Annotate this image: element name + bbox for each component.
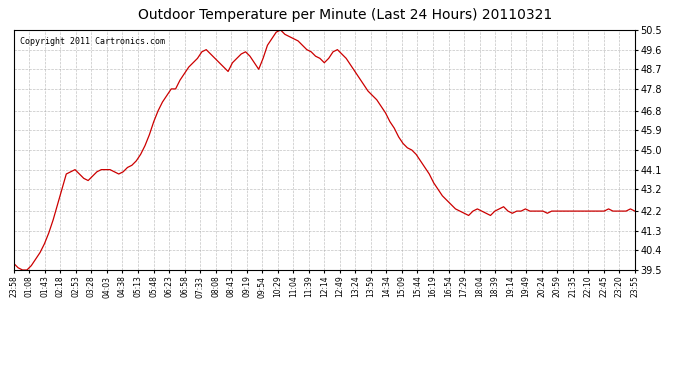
Text: Outdoor Temperature per Minute (Last 24 Hours) 20110321: Outdoor Temperature per Minute (Last 24 … — [138, 8, 552, 21]
Text: Copyright 2011 Cartronics.com: Copyright 2011 Cartronics.com — [20, 37, 165, 46]
